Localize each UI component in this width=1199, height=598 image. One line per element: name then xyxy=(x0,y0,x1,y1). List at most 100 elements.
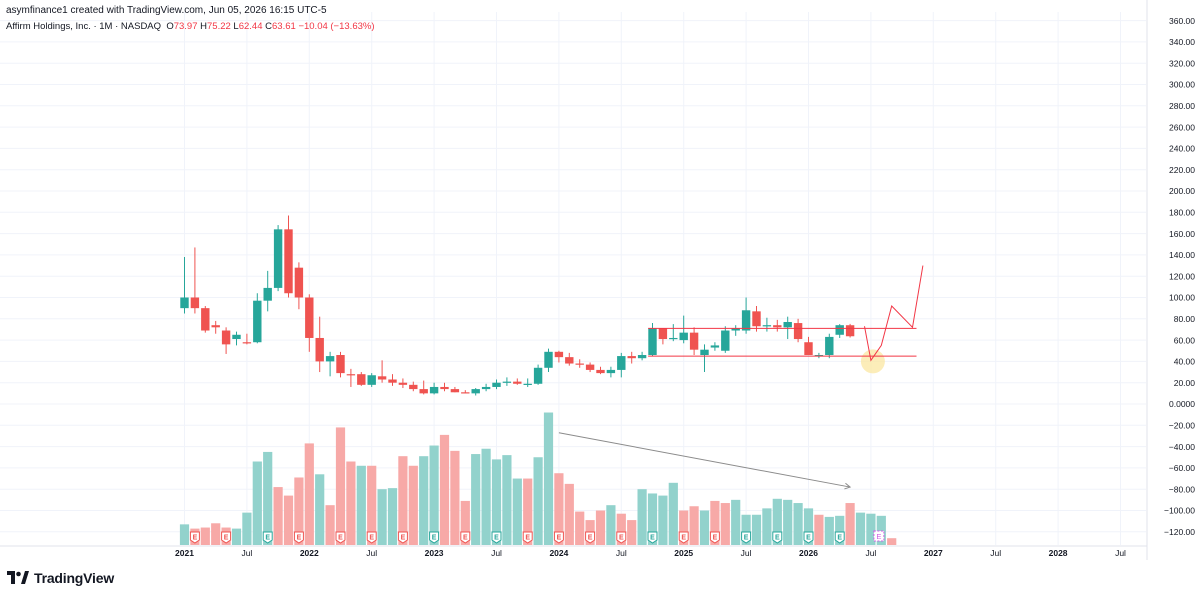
arrow-head xyxy=(844,482,852,490)
candle xyxy=(253,293,262,344)
candle-body xyxy=(242,342,252,344)
candle-body xyxy=(596,369,605,374)
earnings-marker-shape xyxy=(553,531,564,544)
open-label: O xyxy=(166,21,174,32)
volume-bar xyxy=(346,461,356,545)
time-tick-label: Jul xyxy=(241,548,252,558)
time-tick-label: Jul xyxy=(865,548,876,558)
earnings-marker-label: E xyxy=(837,534,842,541)
tradingview-logo[interactable]: TradingView xyxy=(7,570,114,586)
price-tick-label: 260.00 xyxy=(1169,122,1195,132)
candle-body xyxy=(565,357,574,364)
low-value: 62.44 xyxy=(238,21,263,32)
volume-bar xyxy=(429,445,439,545)
earnings-marker: E xyxy=(293,531,304,544)
candle xyxy=(627,351,636,364)
candle-body xyxy=(835,325,844,335)
candle-body xyxy=(762,325,772,327)
time-tick-label: Jul xyxy=(491,548,502,558)
volume-bar xyxy=(647,493,658,545)
candle xyxy=(596,366,605,375)
volume-bar xyxy=(273,487,283,545)
user-drawings[interactable] xyxy=(558,265,924,490)
candle-body xyxy=(741,310,751,331)
earnings-marker: E xyxy=(522,531,533,544)
chart-attribution: asymfinance1 created with TradingView.co… xyxy=(6,5,327,16)
candle-body xyxy=(533,367,543,384)
candle xyxy=(336,351,345,378)
volume-bar xyxy=(533,457,543,545)
tradingview-wordmark: TradingView xyxy=(34,570,115,586)
candle xyxy=(523,378,532,387)
candle xyxy=(190,247,200,314)
close-label: C xyxy=(265,21,273,32)
candle xyxy=(710,342,720,351)
candle-body xyxy=(440,386,449,390)
earnings-marker-label: E xyxy=(494,534,499,541)
earnings-marker-shape xyxy=(366,531,377,544)
candle xyxy=(606,366,616,378)
candle-body xyxy=(617,356,626,370)
volume-bar xyxy=(814,514,824,545)
earnings-marker: E xyxy=(460,531,471,544)
symbol-legend[interactable]: Affirm Holdings, Inc. · 1M · NASDAQ O73.… xyxy=(6,21,375,32)
candle xyxy=(294,262,304,310)
earnings-marker-label: E xyxy=(401,534,406,541)
candle xyxy=(502,377,512,386)
candle-body xyxy=(752,311,761,327)
earnings-marker-label: E xyxy=(224,534,229,541)
candle xyxy=(689,327,699,356)
high-value: 75.22 xyxy=(207,21,231,32)
candle xyxy=(544,348,553,373)
earnings-marker-label: E xyxy=(713,534,718,541)
earnings-marker-label: E xyxy=(681,534,686,541)
candle-body xyxy=(419,389,428,394)
price-tick-label: 220.00 xyxy=(1169,165,1195,175)
candle xyxy=(263,270,272,312)
earnings-marker: E xyxy=(335,531,346,544)
candle-body xyxy=(180,297,189,309)
earnings-marker-shape xyxy=(522,531,533,544)
candle xyxy=(388,374,397,386)
volume-bar xyxy=(855,512,866,545)
earnings-marker: E xyxy=(429,531,440,544)
earnings-marker-shape xyxy=(678,531,689,544)
earnings-marker: E xyxy=(834,531,845,544)
price-tick-label: 60.00 xyxy=(1174,335,1196,345)
volume-bar xyxy=(554,473,564,545)
symbol-name[interactable]: Affirm Holdings, Inc. · 1M · NASDAQ xyxy=(6,21,162,32)
earnings-marker-label: E xyxy=(650,534,655,541)
candle xyxy=(346,368,356,387)
highlight-circle xyxy=(860,349,885,374)
candle xyxy=(461,390,470,394)
candle xyxy=(752,306,761,332)
upcoming-earnings-shape xyxy=(873,530,885,542)
candle xyxy=(637,351,647,361)
earnings-marker: E xyxy=(262,531,273,544)
earnings-marker-label: E xyxy=(744,534,749,541)
volume-bar xyxy=(398,456,408,545)
volume-bar xyxy=(356,465,366,545)
earnings-marker-label: E xyxy=(265,534,270,541)
volume-bar xyxy=(699,510,710,545)
candle-body xyxy=(606,369,616,374)
price-tick-label: 100.00 xyxy=(1169,293,1195,303)
candle-body xyxy=(211,325,220,328)
candle-body xyxy=(201,308,210,331)
candle-body xyxy=(336,355,345,374)
open-value: 73.97 xyxy=(173,21,198,32)
earnings-marker-label: E xyxy=(619,534,624,541)
high-label: H xyxy=(200,21,207,32)
time-tick-label: 2026 xyxy=(799,548,818,558)
candle xyxy=(783,316,792,340)
volume-bar xyxy=(595,510,606,545)
volume-bar xyxy=(325,505,335,545)
candle-body xyxy=(190,297,200,309)
candle xyxy=(575,359,584,368)
candle-body xyxy=(409,384,418,390)
time-axis[interactable]: 2021 Jul 2022 Jul 2023 Jul 2024 Jul 2025 Jul 2026 J… xyxy=(0,545,1147,558)
candle-body xyxy=(669,337,678,340)
candle xyxy=(741,297,751,334)
price-axis[interactable]: 360.00 340.00 320.00 300.00 280.00 260.00 240.… xyxy=(1146,0,1196,560)
